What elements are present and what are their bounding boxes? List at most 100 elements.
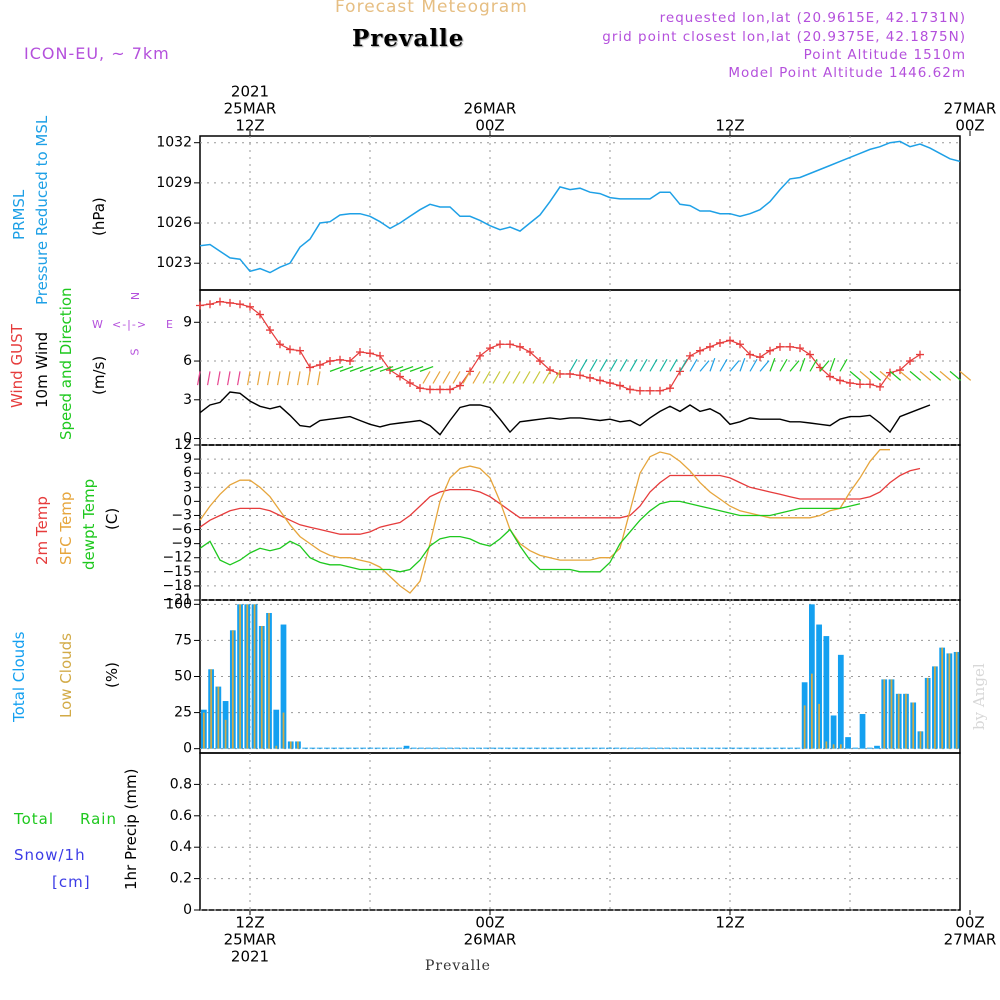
- ytick-label: 100: [165, 596, 192, 612]
- top-time-label: 00Z: [955, 117, 984, 135]
- gust-marker: [506, 340, 514, 349]
- precip-snow-label: Snow/1h: [14, 846, 86, 864]
- total-cloud-bar: [678, 747, 685, 749]
- wind-arrow: [256, 371, 261, 386]
- total-cloud-bar: [316, 747, 323, 749]
- wind-arrow: [639, 358, 648, 372]
- total-cloud-bar: [722, 747, 728, 749]
- total-cloud-bar: [635, 747, 642, 749]
- ytick-label: 50: [174, 669, 192, 685]
- wind-arrow: [379, 366, 394, 372]
- temp-sfc-label: SFC Temp: [57, 491, 75, 565]
- total-cloud-bar: [584, 747, 591, 749]
- gust-marker: [346, 357, 354, 366]
- gust-marker: [266, 326, 274, 335]
- total-cloud-bar: [338, 747, 345, 749]
- ytick-label: 1023: [156, 255, 192, 271]
- wind-arrow: [699, 360, 710, 372]
- wind-arrow: [749, 358, 758, 372]
- bottom-time-label: 26MAR: [464, 931, 517, 949]
- total-cloud-bar: [309, 747, 316, 749]
- ytick-label: −3: [171, 507, 192, 523]
- wind-arrow: [909, 370, 922, 381]
- total-cloud-bar: [570, 747, 576, 749]
- gust-marker: [636, 386, 644, 395]
- wind-arrow: [739, 358, 746, 372]
- bottom-time-label: 00Z: [475, 914, 504, 932]
- gust-marker: [206, 300, 214, 309]
- low-cloud-bar: [919, 731, 922, 749]
- pressure-label-unit: (hPa): [90, 197, 108, 236]
- total-cloud-bar: [794, 747, 801, 749]
- top-time-label: 12Z: [715, 117, 744, 135]
- total-cloud-bar: [787, 747, 794, 749]
- point-altitude: Point Altitude 1510m: [803, 47, 966, 63]
- total-cloud-bar: [837, 654, 844, 749]
- gust-marker: [616, 381, 624, 390]
- total-cloud-bar: [476, 747, 482, 749]
- wind-arrow: [226, 371, 231, 386]
- gust-marker: [666, 384, 674, 393]
- gust-marker: [836, 376, 844, 385]
- bottom-time-label: 27MAR: [944, 931, 997, 949]
- top-time-label: 12Z: [235, 117, 264, 135]
- wind-arrow: [649, 358, 658, 372]
- compass-s: S: [128, 347, 142, 356]
- compass-arrows: <-|->: [112, 318, 148, 331]
- wind-arrow: [889, 370, 902, 381]
- wind-arrow: [296, 371, 301, 386]
- temp-2m-label: 2m Temp: [33, 496, 51, 565]
- wind-arrow: [236, 371, 241, 386]
- wind-arrow: [216, 371, 221, 386]
- gust-marker: [486, 344, 494, 353]
- precip-total-label: Total: [14, 810, 55, 828]
- low-cloud-bar: [297, 741, 299, 749]
- gust-marker: [516, 342, 524, 351]
- gust-marker: [886, 368, 894, 377]
- compass-e: E: [166, 318, 174, 331]
- gust-marker: [906, 357, 914, 366]
- total-cloud-bar: [830, 715, 837, 749]
- total-cloud-bar: [693, 747, 699, 749]
- total-cloud-bar: [519, 747, 526, 749]
- total-cloud-bar: [816, 624, 822, 749]
- wind-arrow: [579, 358, 588, 372]
- wind-arrow: [542, 371, 551, 384]
- grid-point-coords: grid point closest lon,lat (20.9375E, 42…: [602, 29, 966, 45]
- gust-marker: [646, 386, 654, 395]
- gust-marker: [576, 371, 584, 380]
- wind-arrow: [879, 370, 892, 381]
- gust-marker: [276, 340, 284, 349]
- low-cloud-bar: [811, 673, 813, 749]
- model-name: ICON-EU, ~ 7km: [24, 44, 170, 63]
- wind-arrow: [849, 370, 862, 381]
- ytick-label: 1026: [156, 215, 192, 231]
- gust-marker: [456, 381, 464, 390]
- gust-marker: [796, 344, 804, 353]
- total-cloud-bar: [418, 747, 424, 749]
- requested-coords: requested lon,lat (20.9615E, 42.1731N): [659, 10, 966, 26]
- total-cloud-bar: [685, 747, 692, 749]
- ytick-label: −12: [162, 550, 192, 566]
- low-cloud-bar: [253, 604, 256, 749]
- temp-sfc-line: [199, 449, 890, 594]
- total-cloud-bar: [751, 747, 757, 749]
- gust-marker: [726, 336, 734, 345]
- total-cloud-bar: [280, 624, 287, 749]
- cloud-total-label: Total Clouds: [10, 631, 28, 722]
- low-cloud-bar: [890, 679, 893, 749]
- footer-location: Prevalle: [425, 958, 491, 974]
- wind-arrow: [276, 371, 281, 386]
- total-cloud-bar: [714, 747, 721, 749]
- wind-arrow: [919, 370, 932, 381]
- low-cloud-bar: [203, 712, 205, 749]
- wind-arrow: [859, 370, 872, 381]
- gust-marker: [656, 386, 664, 395]
- bottom-time-label: 00Z: [955, 914, 984, 932]
- compass-n: N: [129, 290, 143, 301]
- wind-arrow: [719, 358, 728, 372]
- wind-arrow: [432, 371, 441, 384]
- temp-2m-line: [199, 467, 921, 535]
- total-cloud-bar: [772, 747, 779, 749]
- total-cloud-bar: [273, 709, 280, 749]
